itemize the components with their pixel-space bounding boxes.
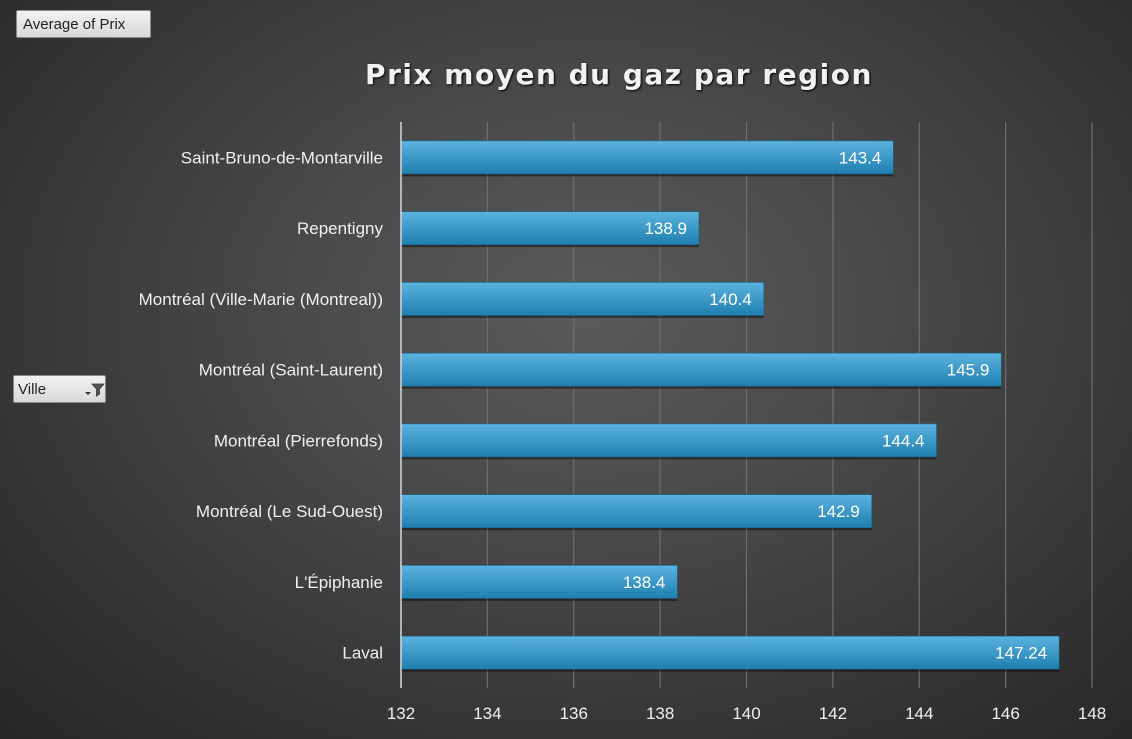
value-field-label: Average of Prix xyxy=(23,16,126,33)
data-label: 142.9 xyxy=(817,502,860,521)
data-label: 138.9 xyxy=(644,219,687,238)
bar[interactable] xyxy=(400,565,678,599)
category-label: Saint-Bruno-de-Montarville xyxy=(181,148,383,167)
row-field-button[interactable]: Ville xyxy=(13,375,106,403)
bar[interactable] xyxy=(400,635,1060,670)
bar[interactable] xyxy=(400,140,894,175)
bar[interactable] xyxy=(400,494,873,528)
x-tick-label: 136 xyxy=(560,704,588,723)
data-label: 138.4 xyxy=(623,573,666,592)
data-label: 145.9 xyxy=(947,361,990,380)
data-label: 144.4 xyxy=(882,431,925,450)
category-label: Laval xyxy=(342,644,383,663)
filter-dropdown-icon[interactable] xyxy=(83,380,105,400)
category-label: Montréal (Pierrefonds) xyxy=(214,431,383,450)
x-tick-label: 146 xyxy=(991,704,1019,723)
data-label: 140.4 xyxy=(709,290,752,309)
category-label: Montréal (Ville-Marie (Montreal)) xyxy=(139,290,383,309)
axes: 132 134 136 138 140 142 144 146 148 Laval L'Épipha… xyxy=(139,122,1106,723)
category-label: Montréal (Le Sud-Ouest) xyxy=(196,502,383,521)
gridlines xyxy=(486,122,1093,688)
category-label: Montréal (Saint-Laurent) xyxy=(199,361,383,380)
data-label: 143.4 xyxy=(839,148,882,167)
row-field-label: Ville xyxy=(18,381,47,398)
x-tick-label: 134 xyxy=(473,704,501,723)
x-tick-label: 148 xyxy=(1078,704,1106,723)
data-label: 147.24 xyxy=(995,644,1047,663)
x-tick-label: 140 xyxy=(732,704,760,723)
chart-title: Prix moyen du gaz par region xyxy=(365,58,873,91)
value-field-button[interactable]: Average of Prix xyxy=(16,10,151,38)
x-tick-label: 142 xyxy=(819,704,847,723)
x-tick-label: 138 xyxy=(646,704,674,723)
bar[interactable] xyxy=(400,282,765,316)
category-label: Repentigny xyxy=(297,219,384,238)
x-tick-label: 144 xyxy=(905,704,933,723)
bar[interactable] xyxy=(400,211,700,245)
x-tick-label: 132 xyxy=(387,704,415,723)
bars: 147.24 138.4 142.9 144.4 145.9 140.4 138.9 143.… xyxy=(400,140,1060,672)
category-label: L'Épiphanie xyxy=(295,573,383,592)
bar[interactable] xyxy=(400,352,1002,387)
bar[interactable] xyxy=(400,423,937,458)
